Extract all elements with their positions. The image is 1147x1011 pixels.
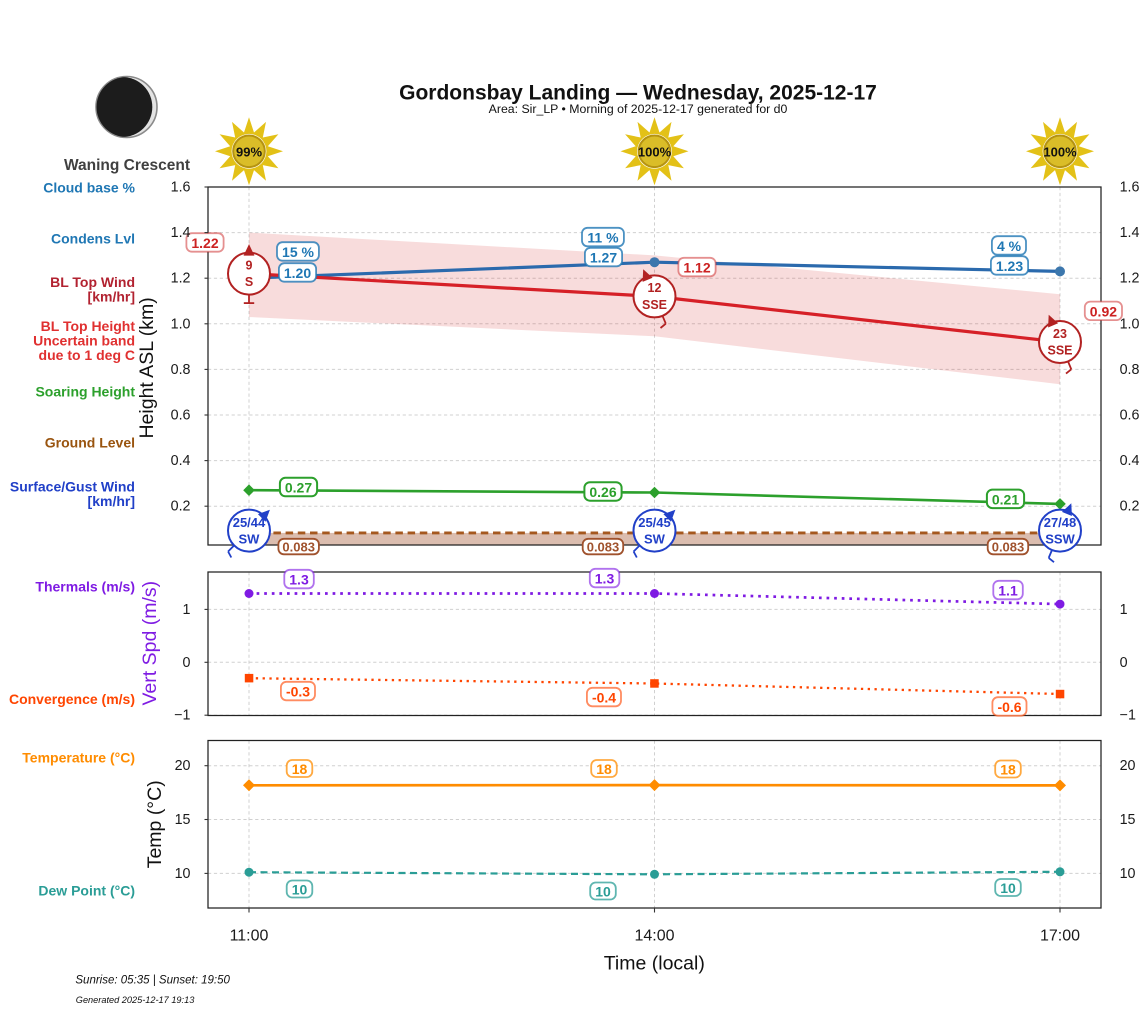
svg-text:SSE: SSE [1047, 343, 1072, 357]
svg-text:9: 9 [246, 258, 253, 272]
svg-text:Surface/Gust Wind: Surface/Gust Wind [10, 479, 135, 495]
svg-text:23: 23 [1053, 327, 1067, 341]
svg-text:1.12: 1.12 [683, 260, 710, 276]
svg-text:18: 18 [596, 761, 612, 777]
svg-text:15 %: 15 % [282, 244, 314, 260]
svg-text:SSW: SSW [1045, 532, 1075, 547]
svg-text:Temperature (°C): Temperature (°C) [22, 750, 135, 766]
svg-text:BL Top Wind: BL Top Wind [50, 274, 135, 290]
svg-text:1.22: 1.22 [191, 235, 218, 251]
svg-text:12: 12 [648, 281, 662, 295]
svg-text:Dew Point (°C): Dew Point (°C) [38, 883, 135, 899]
svg-text:Height ASL (km): Height ASL (km) [136, 297, 158, 438]
svg-text:4 %: 4 % [997, 238, 1022, 254]
svg-text:11 %: 11 % [587, 230, 619, 246]
svg-text:1: 1 [1120, 602, 1128, 618]
svg-text:15: 15 [175, 812, 191, 828]
svg-text:-0.3: -0.3 [286, 684, 310, 700]
svg-text:Sunrise: 05:35 | Sunset: 19:50: Sunrise: 05:35 | Sunset: 19:50 [75, 975, 230, 987]
svg-text:1.6: 1.6 [171, 180, 191, 196]
svg-text:Generated 2025-12-17 19:13: Generated 2025-12-17 19:13 [76, 995, 195, 1005]
svg-text:0.27: 0.27 [285, 480, 312, 496]
svg-text:Soaring Height: Soaring Height [35, 384, 135, 400]
svg-text:-0.6: -0.6 [997, 699, 1021, 715]
svg-text:0: 0 [1120, 655, 1128, 671]
svg-text:SW: SW [239, 532, 261, 547]
svg-text:27/48: 27/48 [1044, 515, 1077, 530]
svg-text:1.4: 1.4 [171, 225, 191, 241]
svg-text:0.21: 0.21 [992, 491, 1019, 507]
svg-text:0.2: 0.2 [171, 499, 191, 515]
svg-text:1.2: 1.2 [171, 271, 191, 287]
svg-text:1.20: 1.20 [284, 265, 311, 281]
svg-text:−1: −1 [1120, 708, 1136, 724]
svg-text:1: 1 [183, 602, 191, 618]
svg-text:1.0: 1.0 [171, 316, 191, 332]
svg-text:0.4: 0.4 [171, 453, 191, 469]
svg-text:0.6: 0.6 [171, 408, 191, 424]
svg-text:1.6: 1.6 [1120, 180, 1140, 196]
svg-text:15: 15 [1120, 812, 1136, 828]
svg-text:0.8: 0.8 [1120, 362, 1140, 378]
svg-text:10: 10 [1000, 880, 1016, 896]
svg-text:1.4: 1.4 [1120, 225, 1140, 241]
svg-text:1.3: 1.3 [289, 572, 309, 588]
svg-text:0.083: 0.083 [587, 540, 620, 555]
svg-text:[km/hr]: [km/hr] [88, 288, 135, 304]
svg-text:-0.4: -0.4 [592, 690, 616, 706]
svg-text:S: S [245, 275, 253, 289]
svg-text:Thermals (m/s): Thermals (m/s) [35, 579, 135, 595]
svg-text:BL Top Height: BL Top Height [41, 318, 136, 334]
svg-text:Temp (°C): Temp (°C) [144, 780, 166, 868]
svg-text:1.27: 1.27 [590, 250, 617, 266]
svg-text:25/45: 25/45 [638, 515, 671, 530]
svg-text:10: 10 [292, 882, 308, 898]
svg-text:Gordonsbay Landing — Wednesday: Gordonsbay Landing — Wednesday, 2025-12-… [399, 82, 877, 105]
svg-text:[km/hr]: [km/hr] [88, 493, 135, 509]
svg-text:SSE: SSE [642, 298, 667, 312]
svg-text:11:00: 11:00 [230, 928, 269, 945]
svg-text:Condens Lvl: Condens Lvl [51, 231, 135, 247]
svg-text:0.26: 0.26 [589, 484, 616, 500]
svg-text:20: 20 [175, 758, 191, 774]
svg-text:Area: Sir_LP • Morning of 2025: Area: Sir_LP • Morning of 2025-12-17 gen… [489, 102, 788, 116]
svg-text:Ground Level: Ground Level [45, 435, 135, 451]
svg-text:1.23: 1.23 [996, 258, 1023, 274]
svg-text:0.92: 0.92 [1090, 303, 1117, 319]
svg-text:14:00: 14:00 [634, 928, 674, 945]
svg-text:10: 10 [175, 866, 191, 882]
svg-text:0.2: 0.2 [1120, 499, 1140, 515]
svg-text:SW: SW [644, 532, 666, 547]
svg-text:100%: 100% [1043, 144, 1077, 159]
svg-text:0.4: 0.4 [1120, 453, 1140, 469]
svg-text:17:00: 17:00 [1040, 928, 1080, 945]
svg-text:0.8: 0.8 [171, 362, 191, 378]
svg-text:Cloud base %: Cloud base % [43, 179, 135, 195]
svg-text:10: 10 [595, 884, 611, 900]
svg-text:25/44: 25/44 [233, 515, 266, 530]
svg-text:1.0: 1.0 [1120, 316, 1140, 332]
svg-text:100%: 100% [638, 144, 672, 159]
svg-text:1.1: 1.1 [998, 583, 1018, 599]
svg-text:due to 1 deg C: due to 1 deg C [39, 347, 135, 363]
svg-text:0.6: 0.6 [1120, 408, 1140, 424]
svg-text:10: 10 [1120, 866, 1136, 882]
svg-text:18: 18 [292, 761, 308, 777]
svg-text:0.083: 0.083 [282, 540, 315, 555]
svg-text:0: 0 [183, 655, 191, 671]
svg-text:1.3: 1.3 [595, 571, 615, 587]
svg-text:Vert Spd (m/s): Vert Spd (m/s) [139, 581, 161, 706]
svg-text:Uncertain band: Uncertain band [33, 332, 135, 348]
svg-text:0.083: 0.083 [992, 540, 1025, 555]
svg-text:20: 20 [1120, 758, 1136, 774]
svg-text:18: 18 [1000, 762, 1016, 778]
svg-text:Convergence (m/s): Convergence (m/s) [9, 691, 135, 707]
svg-text:Time (local): Time (local) [604, 953, 705, 975]
svg-text:1.2: 1.2 [1120, 271, 1140, 287]
svg-text:−1: −1 [174, 708, 190, 724]
svg-text:99%: 99% [236, 144, 262, 159]
svg-text:Waning Crescent: Waning Crescent [64, 157, 190, 174]
